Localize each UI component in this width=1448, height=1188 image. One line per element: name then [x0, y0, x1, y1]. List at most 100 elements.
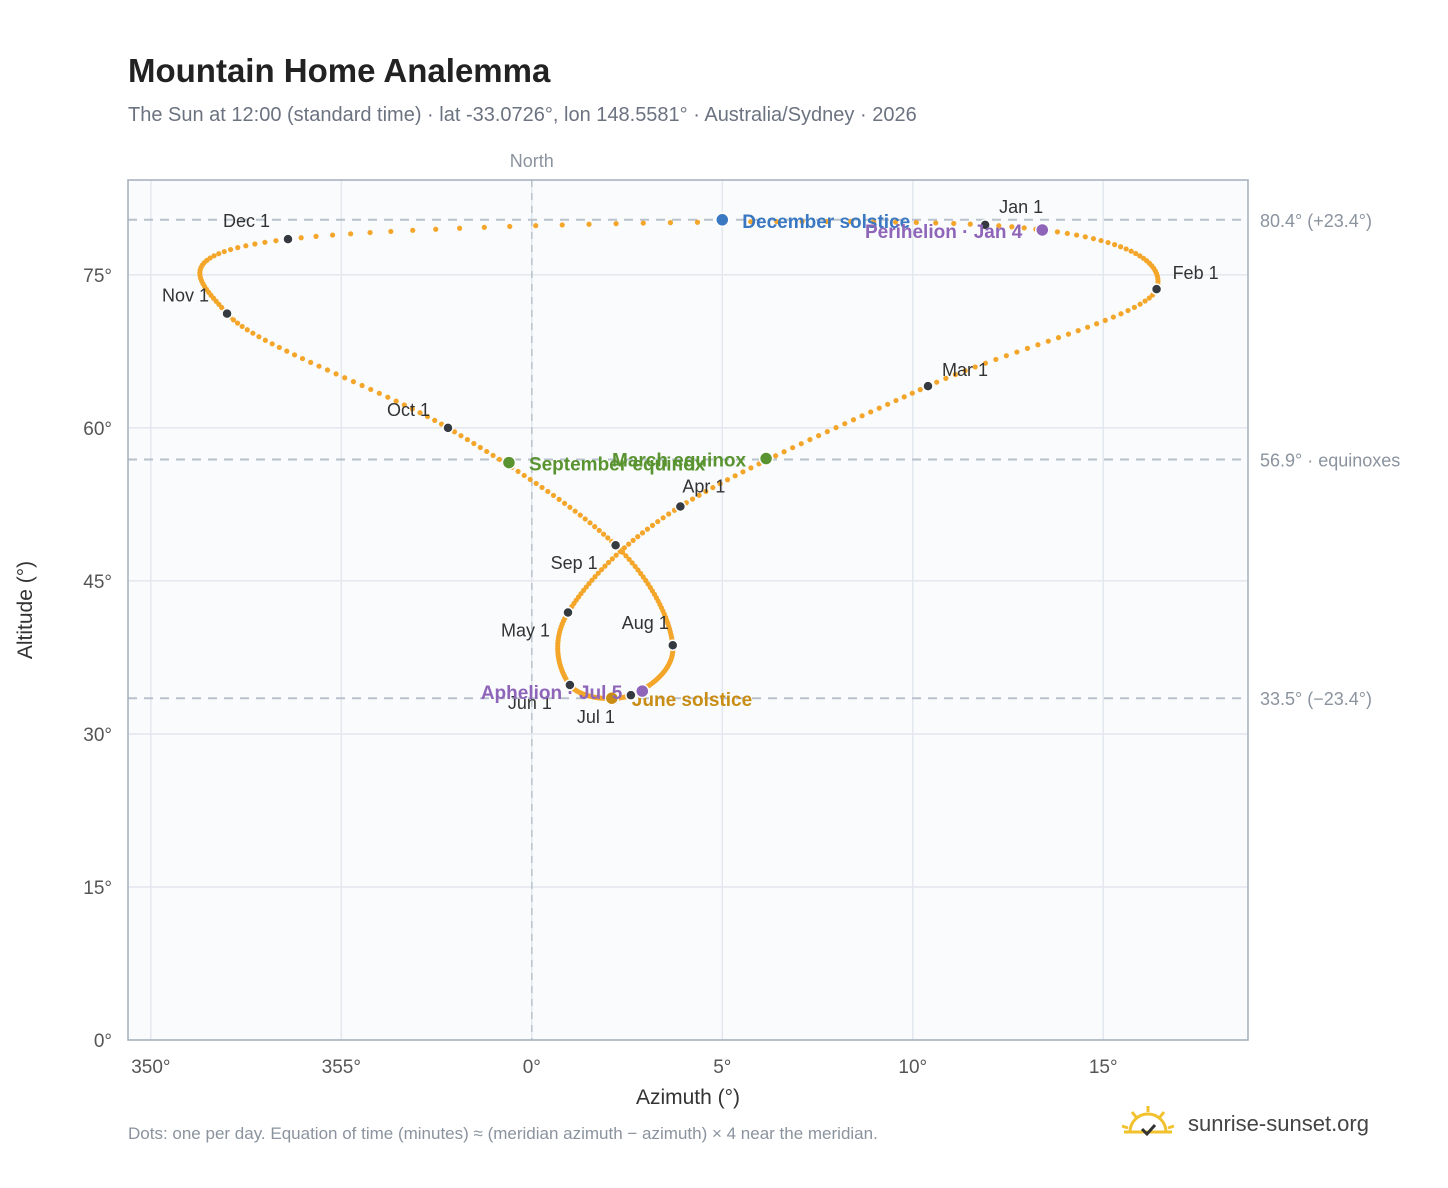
- daily-dot: [600, 531, 607, 537]
- brand-name: sunrise-sunset.org: [1188, 1111, 1369, 1136]
- daily-dot: [842, 421, 848, 427]
- footnote: Dots: one per day. Equation of time (min…: [128, 1124, 878, 1143]
- event-marker: [715, 212, 730, 228]
- daily-dot: [833, 425, 839, 431]
- event-label: March equinox: [612, 451, 747, 472]
- daily-dot: [348, 231, 354, 237]
- daily-dot: [561, 500, 568, 506]
- month-marker: [1150, 283, 1163, 295]
- plot-frame: [127, 179, 1249, 1041]
- daily-dot: [1112, 242, 1118, 248]
- daily-dot: [367, 229, 373, 236]
- month-marker: [282, 233, 294, 245]
- daily-dot: [621, 545, 627, 551]
- month-marker: [625, 689, 637, 701]
- daily-dot: [972, 364, 978, 370]
- daily-dot: [252, 241, 258, 247]
- y-tick-label: 0°: [94, 1031, 112, 1052]
- daily-dot: [216, 251, 222, 257]
- daily-dot: [629, 560, 635, 566]
- y-tick-label: 75°: [83, 266, 112, 287]
- daily-dot: [913, 219, 919, 226]
- x-axis-title: Azimuth (°): [636, 1086, 740, 1109]
- daily-dot: [273, 238, 279, 244]
- daily-dot: [962, 368, 968, 374]
- daily-dot: [1035, 342, 1041, 348]
- daily-dot: [609, 556, 615, 562]
- daily-dot: [359, 382, 365, 389]
- daily-dot: [1082, 234, 1088, 240]
- plot-background: [128, 180, 1248, 1040]
- daily-dot: [613, 552, 619, 558]
- event-label: June solstice: [632, 690, 752, 711]
- daily-dot: [1090, 236, 1097, 242]
- daily-dot: [1074, 232, 1080, 238]
- daily-dot: [1094, 321, 1100, 327]
- daily-dot: [471, 440, 477, 447]
- y-axis-title: Altitude (°): [14, 561, 37, 659]
- sun-logo-icon: [1121, 1106, 1175, 1137]
- daily-dot: [967, 221, 973, 227]
- daily-dot: [586, 221, 592, 227]
- daily-dot: [630, 537, 636, 543]
- daily-dot: [1045, 338, 1051, 344]
- daily-dot: [410, 227, 416, 233]
- daily-dot: [207, 255, 213, 261]
- daily-dot: [269, 341, 275, 347]
- daily-dot: [1133, 250, 1139, 257]
- daily-dot: [1131, 304, 1137, 310]
- daily-dot: [1137, 301, 1143, 307]
- chart-title: Mountain Home Analemma: [128, 52, 551, 89]
- daily-dot: [620, 549, 626, 555]
- daily-dot: [993, 356, 999, 363]
- daily-dot: [892, 219, 899, 225]
- daily-dot: [901, 394, 907, 400]
- north-label: North: [510, 151, 554, 171]
- daily-dot: [934, 379, 940, 385]
- daily-dot: [313, 233, 319, 239]
- daily-dot: [1128, 248, 1134, 254]
- daily-dot: [996, 223, 1002, 229]
- month-label: Mar 1: [942, 360, 988, 380]
- daily-dot: [550, 492, 557, 499]
- daily-dot: [1021, 225, 1027, 231]
- event-label: Perihelion · Jan 4: [865, 222, 1023, 243]
- daily-dot: [308, 359, 314, 365]
- daily-dot: [507, 223, 513, 230]
- x-axis-ticks: 350° 355° 0° 5° 10° 15°: [131, 1057, 1117, 1078]
- x-tick-label: 355°: [322, 1057, 361, 1078]
- daily-dot: [239, 323, 245, 330]
- daily-dot: [368, 386, 374, 393]
- month-label: Aug 1: [622, 613, 669, 633]
- daily-dot: [1054, 229, 1061, 235]
- daily-dot: [1118, 311, 1124, 317]
- event-marker: [1035, 222, 1050, 238]
- daily-dot: [632, 563, 638, 570]
- x-tick-label: 10°: [898, 1057, 927, 1078]
- daily-dot: [740, 469, 746, 475]
- daily-dot: [1003, 353, 1009, 359]
- x-tick-label: 15°: [1089, 1057, 1118, 1078]
- daily-dot: [635, 567, 641, 573]
- month-marker: [979, 219, 991, 231]
- month-marker: [922, 380, 934, 392]
- daily-dot: [626, 556, 632, 562]
- daily-dot: [689, 496, 696, 502]
- daily-dot: [464, 436, 471, 443]
- y-axis-ticks: 0° 15° 30° 45° 60° 75°: [83, 266, 112, 1052]
- chart-subtitle: The Sun at 12:00 (standard time) · lat -…: [128, 104, 917, 126]
- brand[interactable]: sunrise-sunset.org: [1120, 1102, 1369, 1146]
- daily-dot: [623, 553, 629, 559]
- daily-dot: [556, 496, 562, 502]
- daily-dot: [521, 472, 527, 479]
- daily-dot: [458, 433, 464, 439]
- x-tick-label: 5°: [713, 1057, 731, 1078]
- daily-dot: [773, 453, 779, 459]
- daily-dot: [871, 219, 877, 225]
- daily-dot: [807, 437, 813, 443]
- daily-dot: [799, 218, 805, 225]
- daily-dot: [527, 476, 533, 483]
- daily-dot: [1110, 314, 1116, 320]
- daily-dot: [324, 367, 331, 373]
